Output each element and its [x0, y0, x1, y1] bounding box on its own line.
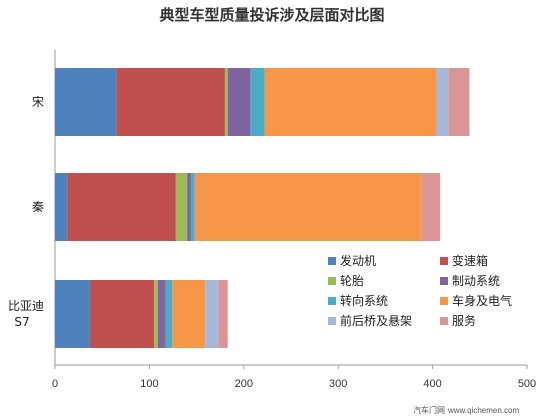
- watermark-url: www.qichemen.com: [447, 406, 519, 415]
- bar-segment: [227, 68, 251, 136]
- legend-swatch: [440, 277, 448, 285]
- x-tick-label: 500: [518, 378, 536, 390]
- x-tick-label: 300: [329, 378, 347, 390]
- legend-swatch: [328, 297, 336, 305]
- bar-segment: [224, 68, 228, 136]
- x-tick-label: 0: [52, 378, 58, 390]
- legend-swatch: [328, 257, 336, 265]
- bar-segment: [154, 280, 158, 348]
- bar-segment: [55, 280, 90, 348]
- bar-segment: [205, 280, 219, 348]
- category-label: 宋: [32, 94, 44, 109]
- legend-label: 轮胎: [340, 274, 364, 288]
- legend-swatch: [328, 277, 336, 285]
- bar-segment: [172, 280, 206, 348]
- x-tick-label: 200: [235, 378, 253, 390]
- bar-segment: [175, 173, 188, 241]
- legend-label: 服务: [452, 313, 476, 328]
- bar-segment: [218, 280, 228, 348]
- bar-segment: [264, 68, 437, 136]
- chart-title: 典型车型质量投诉涉及层面对比图: [159, 6, 384, 24]
- legend-label: 车身及电气: [452, 293, 512, 308]
- legend-swatch: [328, 317, 336, 325]
- bar-segment: [89, 280, 155, 348]
- bar-segment: [116, 68, 225, 136]
- bar-segment: [157, 280, 166, 348]
- bar-segment: [436, 68, 449, 136]
- bar-segment: [448, 68, 470, 136]
- legend-label: 转向系统: [340, 293, 388, 308]
- bar-segment: [421, 173, 441, 241]
- legend-swatch: [440, 257, 448, 265]
- bar-segment: [165, 280, 173, 348]
- x-tick-label: 400: [423, 378, 441, 390]
- category-label: 秦: [32, 200, 44, 214]
- legend-label: 发动机: [340, 253, 376, 268]
- bar-segment: [194, 173, 422, 241]
- legend-label: 变速箱: [452, 253, 488, 268]
- legend-swatch: [440, 317, 448, 325]
- bar-segment: [190, 173, 195, 241]
- bar-segment: [55, 173, 68, 241]
- category-label: 比亚迪 S7: [8, 299, 44, 329]
- bar-segment: [250, 68, 265, 136]
- bar-segment: [55, 68, 117, 136]
- bar-segment: [187, 173, 191, 241]
- legend-label: 制动系统: [452, 274, 500, 288]
- watermark-text: 汽车门网: [413, 405, 445, 415]
- legend-swatch: [440, 297, 448, 305]
- x-tick-label: 100: [140, 378, 158, 390]
- legend-label: 前后桥及悬架: [340, 313, 412, 328]
- bar-segment: [67, 173, 176, 241]
